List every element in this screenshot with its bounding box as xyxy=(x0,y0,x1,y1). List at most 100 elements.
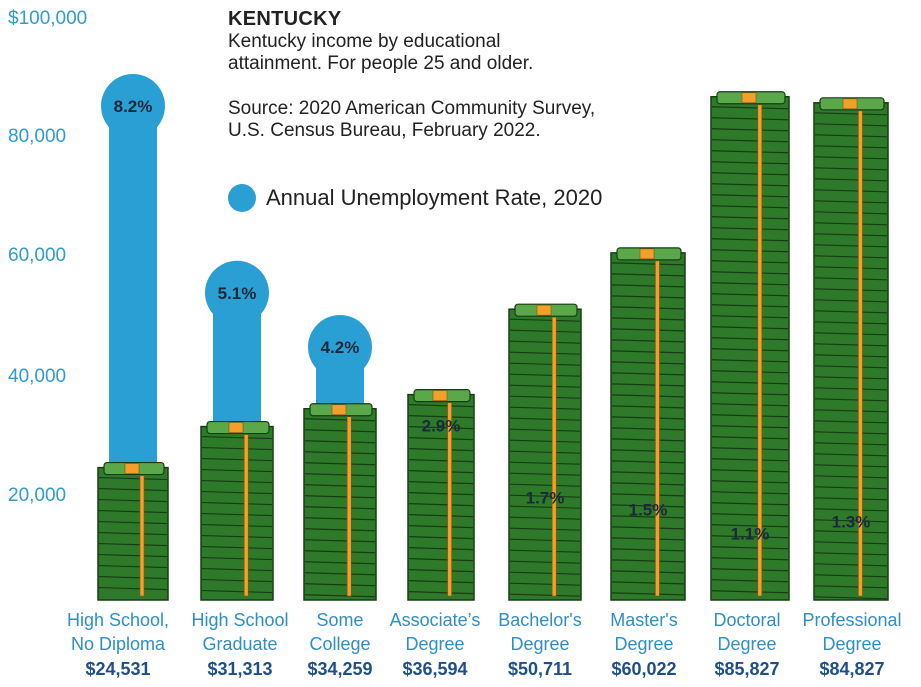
bill-edge xyxy=(408,569,474,573)
bill-edge xyxy=(814,398,888,402)
legend: Annual Unemployment Rate, 2020 xyxy=(228,184,602,212)
bill-edge xyxy=(611,449,685,453)
bill-edge xyxy=(201,545,273,550)
bill-edge xyxy=(304,539,376,543)
bill-edge xyxy=(98,553,168,558)
bill-edge xyxy=(814,244,888,248)
bill-edge xyxy=(98,531,168,536)
y-tick-label: $100,000 xyxy=(8,8,88,29)
chart-subtitle-line: attainment. For people 25 and older. xyxy=(228,53,534,74)
bill-edge xyxy=(814,189,888,193)
bill-edge xyxy=(408,503,474,507)
bill-edge xyxy=(814,123,888,127)
category-name-line: Degree xyxy=(822,634,882,654)
bill-edge xyxy=(611,372,685,376)
category-name-line: No Diploma xyxy=(70,634,166,654)
bill-edge xyxy=(509,527,581,531)
bill-edge xyxy=(509,560,581,564)
bill-edge xyxy=(408,580,474,584)
bill-edge xyxy=(814,541,888,545)
bill-edge xyxy=(98,586,168,591)
income-stack xyxy=(407,389,475,601)
category-name-line: Degree xyxy=(405,634,465,654)
bill-edge xyxy=(814,563,888,567)
bill-edge xyxy=(611,504,685,508)
bill-edge xyxy=(98,520,168,525)
bill-edge xyxy=(98,487,168,492)
bill-edge xyxy=(611,339,685,343)
bill-edge xyxy=(711,326,789,330)
band-top xyxy=(639,248,655,260)
bill-edge xyxy=(611,537,685,541)
y-tick-label: 80,000 xyxy=(8,126,67,147)
bill-edge xyxy=(304,594,376,598)
bill-edge xyxy=(304,506,376,510)
bill-edge xyxy=(611,394,685,398)
category-label: Associate’s Degree $36,594 xyxy=(380,608,490,682)
bill-edge xyxy=(711,337,789,341)
y-tick-label: 20,000 xyxy=(8,485,67,506)
bill-edge xyxy=(611,581,685,585)
bill-edge xyxy=(814,112,888,116)
bill-edge xyxy=(509,483,581,487)
y-tick-label: 60,000 xyxy=(8,245,67,266)
category-label: Master's Degree $60,022 xyxy=(589,608,699,682)
category-label: Professional Degree $84,827 xyxy=(797,608,907,682)
bill-edge xyxy=(814,321,888,325)
category-name-line: Associate’s xyxy=(389,610,481,630)
rate-label: 2.9% xyxy=(422,416,461,435)
bill-edge xyxy=(711,447,789,451)
bill-edge xyxy=(408,437,474,441)
bill-edge xyxy=(814,134,888,138)
bill-edge xyxy=(304,440,376,444)
bill-edge xyxy=(611,284,685,288)
bill-edge xyxy=(814,508,888,512)
bill-edge xyxy=(304,561,376,565)
bill-edge xyxy=(408,470,474,474)
legend-swatch xyxy=(228,184,256,212)
bill-edge xyxy=(711,249,789,253)
bill-edge xyxy=(611,471,685,475)
income-value-label: $50,711 xyxy=(507,659,573,679)
bill-edge xyxy=(509,329,581,333)
bill-edge xyxy=(201,556,273,561)
bill-edge xyxy=(509,340,581,344)
category-label: Bachelor's Degree $50,711 xyxy=(485,608,595,682)
bill-edge xyxy=(509,351,581,355)
bill-edge xyxy=(201,457,273,462)
bill-edge xyxy=(304,473,376,477)
bill-edge xyxy=(611,482,685,486)
money-band xyxy=(858,110,863,597)
bill-edge xyxy=(408,536,474,540)
bill-edge xyxy=(509,395,581,399)
bill-edge xyxy=(611,427,685,431)
bill-edge xyxy=(304,429,376,433)
bill-edge xyxy=(711,282,789,286)
category-name-line: Graduate xyxy=(202,634,278,654)
bill-edge xyxy=(98,575,168,580)
bill-edge xyxy=(611,328,685,332)
bill-edge xyxy=(711,205,789,209)
bill-edge xyxy=(814,310,888,314)
bill-edge xyxy=(814,497,888,501)
bill-edge xyxy=(711,183,789,187)
bill-edge xyxy=(814,211,888,215)
income-value-label: $60,022 xyxy=(611,659,677,679)
bill-edge xyxy=(814,156,888,160)
bill-edge xyxy=(611,306,685,310)
bill-edge xyxy=(814,585,888,589)
bill-edge xyxy=(711,370,789,374)
income-stack xyxy=(303,403,377,601)
band-top xyxy=(331,404,347,416)
bill-edge xyxy=(509,384,581,388)
category-name-line: Some xyxy=(316,610,364,630)
rate-circle xyxy=(101,74,165,138)
income-bar xyxy=(710,95,790,601)
bill-edge xyxy=(509,417,581,421)
bill-edge xyxy=(408,426,474,430)
bill-edge xyxy=(814,277,888,281)
category-name-line: Doctoral xyxy=(713,610,781,630)
category-label: Some College $34,259 xyxy=(285,608,395,682)
bill-edge xyxy=(98,498,168,503)
